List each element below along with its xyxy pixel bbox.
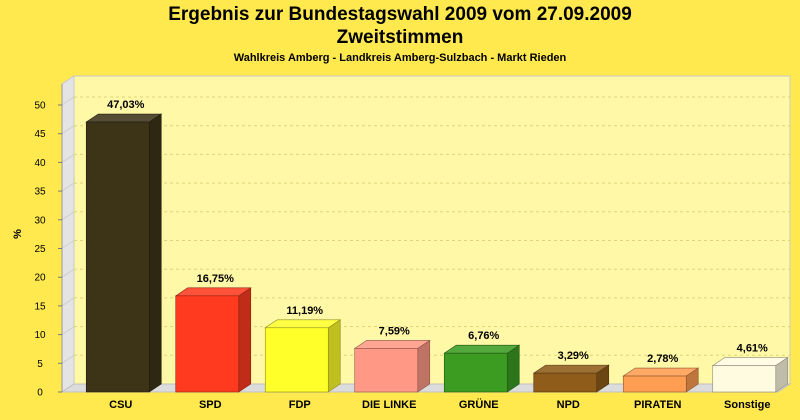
- data-label: 11,19%: [286, 305, 323, 317]
- grid-line-side: [61, 153, 75, 163]
- grid-line-side: [61, 326, 75, 336]
- x-tick-label: NPD: [557, 399, 580, 411]
- grid-line-side: [61, 268, 75, 278]
- bar-side: [148, 113, 162, 393]
- bar-sonstige: 4,61%: [711, 343, 789, 393]
- x-axis: CSU SPD FDP DIE LINKE GRÜNE NPD PIRATEN Sonstig…: [109, 398, 770, 411]
- y-tick-label: 20: [34, 273, 46, 284]
- bar-side: [417, 339, 431, 393]
- bar-csu: 47,03%: [85, 99, 163, 393]
- bar-top: [85, 113, 163, 123]
- grid-line-side: [61, 182, 75, 192]
- y-axis-title: %: [12, 229, 24, 239]
- bar-grüne: 6,76%: [443, 330, 521, 393]
- grid-line-side: [61, 125, 75, 135]
- data-label: 47,03%: [107, 99, 145, 111]
- y-tick-label: 5: [37, 359, 43, 370]
- data-label: 3,29%: [558, 350, 589, 362]
- bar-front: [264, 327, 329, 393]
- bar-front: [354, 348, 419, 393]
- y-tick-label: 0: [37, 388, 43, 399]
- x-tick-label: FDP: [289, 399, 311, 411]
- grid-line-side: [61, 211, 75, 221]
- bar-side: [238, 287, 252, 393]
- y-tick-label: 15: [34, 301, 46, 312]
- grid-line-side: [61, 240, 75, 249]
- y-tick-label: 50: [34, 101, 46, 112]
- grid-line-side: [61, 354, 75, 364]
- bar-top: [622, 367, 700, 377]
- bar-piraten: 2,78%: [622, 353, 700, 393]
- bar-front: [175, 295, 240, 393]
- chart-title-line1: Ergebnis zur Bundestagswahl 2009 vom 27.…: [168, 4, 632, 25]
- chart-title: Ergebnis zur Bundestagswahl 2009 vom 27.…: [0, 3, 800, 49]
- bar-top: [264, 319, 342, 329]
- grid-line-side: [61, 96, 75, 106]
- bar-top: [174, 287, 252, 297]
- x-tick-label: Sonstige: [724, 399, 770, 411]
- y-tick-label: 35: [34, 187, 46, 198]
- bar-front: [85, 121, 150, 393]
- y-axis: 0 5 10 15 20 25 30 35 40 45 50: [34, 84, 63, 399]
- grid-lines: [61, 96, 790, 364]
- data-label: 16,75%: [197, 273, 235, 285]
- x-tick-label: GRÜNE: [459, 398, 499, 411]
- bar-top: [353, 340, 431, 349]
- bar-spd: 16,75%: [174, 273, 252, 393]
- bar-front: [533, 372, 598, 393]
- y-tick-label: 45: [34, 129, 46, 140]
- x-tick-label: CSU: [109, 399, 132, 411]
- y-tick-label: 10: [34, 330, 46, 341]
- bar-side: [327, 319, 341, 393]
- bar-top: [532, 364, 610, 374]
- x-tick-label: PIRATEN: [634, 399, 682, 411]
- data-label: 2,78%: [647, 353, 678, 365]
- bar-front: [712, 365, 777, 393]
- bar-top: [443, 344, 521, 354]
- bar-die-linke: 7,59%: [353, 325, 431, 393]
- bar-top: [711, 357, 789, 366]
- bar-front: [443, 352, 508, 393]
- chart-subtitle: Wahlkreis Amberg - Landkreis Amberg-Sulz…: [233, 52, 567, 64]
- y-tick-label: 30: [34, 215, 46, 226]
- x-tick-label: SPD: [199, 399, 222, 411]
- data-label: 6,76%: [468, 330, 499, 342]
- x-tick-label: DIE LINKE: [362, 399, 416, 411]
- y-tick-label: 40: [34, 158, 46, 169]
- data-label: 7,59%: [379, 325, 410, 337]
- data-label: 4,61%: [737, 343, 768, 355]
- bar-npd: 3,29%: [532, 350, 610, 393]
- bar-front: [622, 375, 687, 393]
- chart-title-line2: Zweitstimmen: [336, 27, 464, 48]
- bar-fdp: 11,19%: [264, 305, 342, 393]
- plot-side-wall: [61, 75, 75, 393]
- grid-line-side: [61, 297, 75, 307]
- bars: 47,03% 16,75% 11,19% 7,59% 6,76% 3,29% 2,78% 4,…: [85, 99, 789, 393]
- y-tick-label: 25: [34, 244, 46, 255]
